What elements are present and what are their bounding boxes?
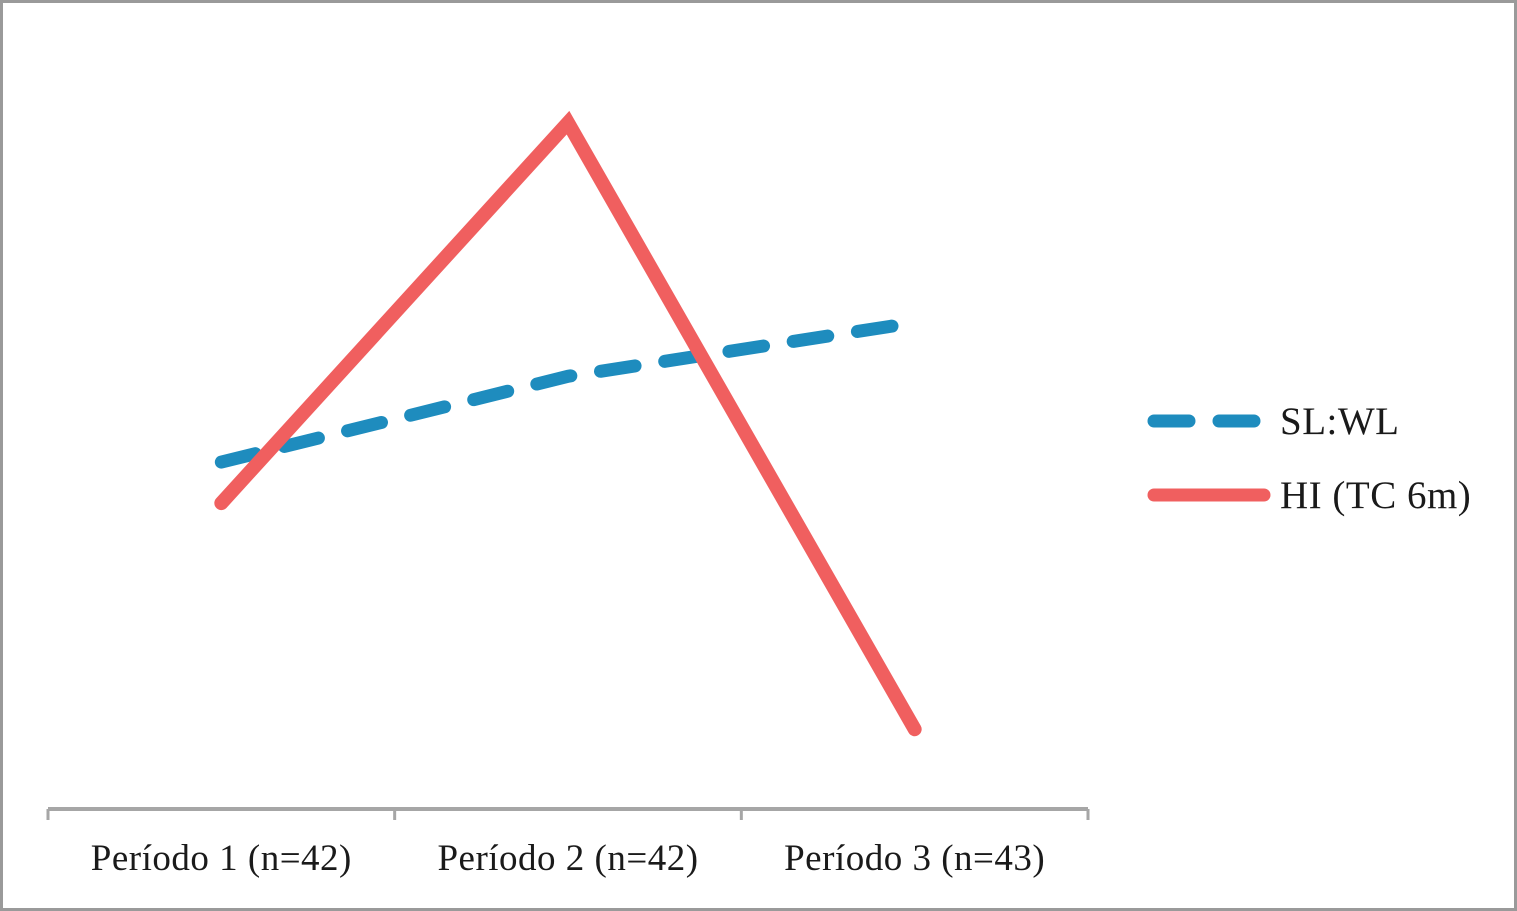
- legend-item-hi-tc6m: HI (TC 6m): [1147, 473, 1471, 517]
- series-line-hi-tc6m: [214, 110, 922, 737]
- legend: SL:WL HI (TC 6m): [1147, 399, 1471, 517]
- x-axis-ticks: [46, 809, 1090, 820]
- legend-label-slwl: SL:WL: [1280, 399, 1400, 443]
- solid-line-swatch-icon: [1147, 488, 1271, 502]
- dashed-line-swatch-icon: [1147, 414, 1271, 428]
- plot-area: [46, 110, 1090, 820]
- legend-item-slwl: SL:WL: [1147, 399, 1471, 443]
- legend-label-hi-tc6m: HI (TC 6m): [1280, 473, 1472, 517]
- x-axis: [46, 807, 1090, 820]
- series-line-slwl: [214, 316, 922, 469]
